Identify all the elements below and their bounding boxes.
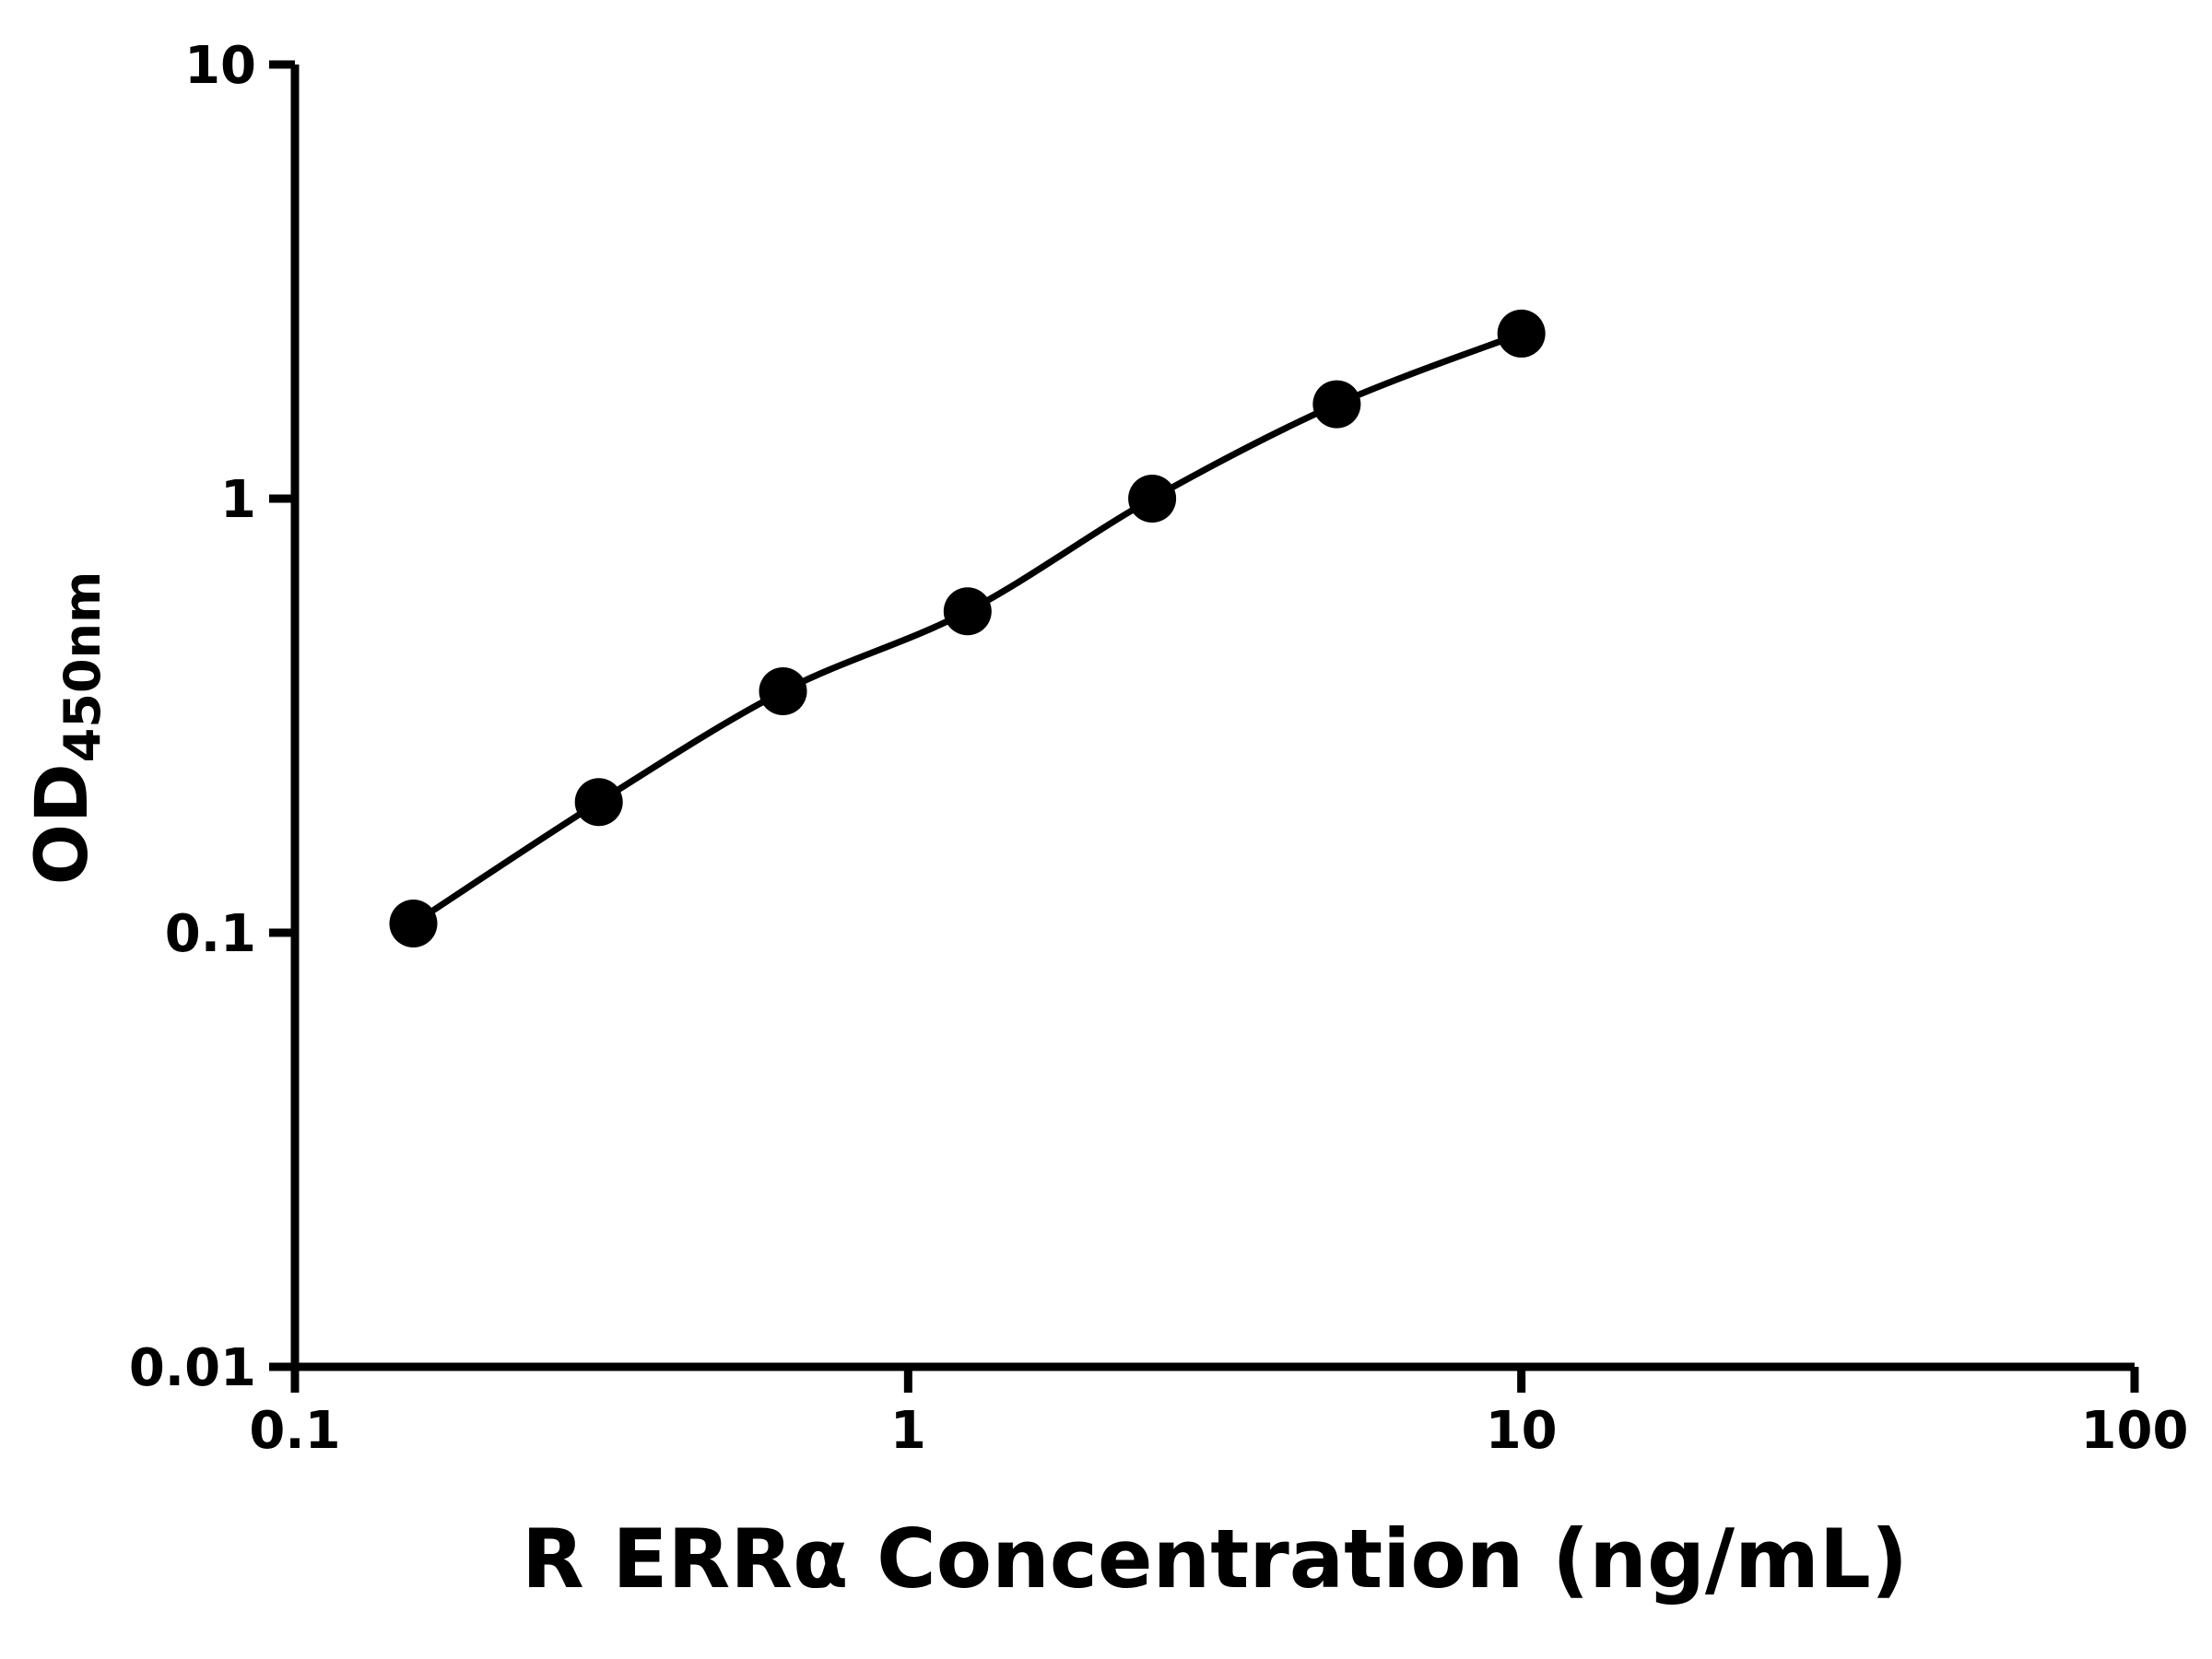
data-point — [1497, 309, 1546, 358]
y-axis-tick-label: 10 — [184, 36, 256, 96]
x-axis-tick-label: 1 — [890, 1401, 926, 1461]
x-axis-title: R ERRα Concentration (ng/mL) — [521, 1512, 1909, 1606]
data-point — [389, 900, 438, 948]
y-axis-title-sub: 450nm — [53, 571, 112, 763]
y-axis-tick-label: 1 — [220, 470, 256, 530]
x-axis-tick-label: 10 — [1486, 1401, 1558, 1461]
data-point — [1128, 475, 1177, 523]
y-axis-tick-label: 0.01 — [129, 1338, 256, 1398]
x-axis-tick-label: 100 — [2081, 1401, 2189, 1461]
y-axis-title: OD450nm — [21, 571, 112, 886]
data-point — [759, 666, 807, 715]
axis-spine — [290, 65, 2135, 1371]
data-point — [574, 778, 623, 827]
data-point — [943, 587, 992, 636]
y-axis-title-main: OD — [21, 762, 104, 886]
data-point — [1312, 380, 1361, 429]
x-axis-tick-label: 0.1 — [249, 1401, 340, 1461]
y-axis-tick-label: 0.1 — [165, 904, 256, 964]
